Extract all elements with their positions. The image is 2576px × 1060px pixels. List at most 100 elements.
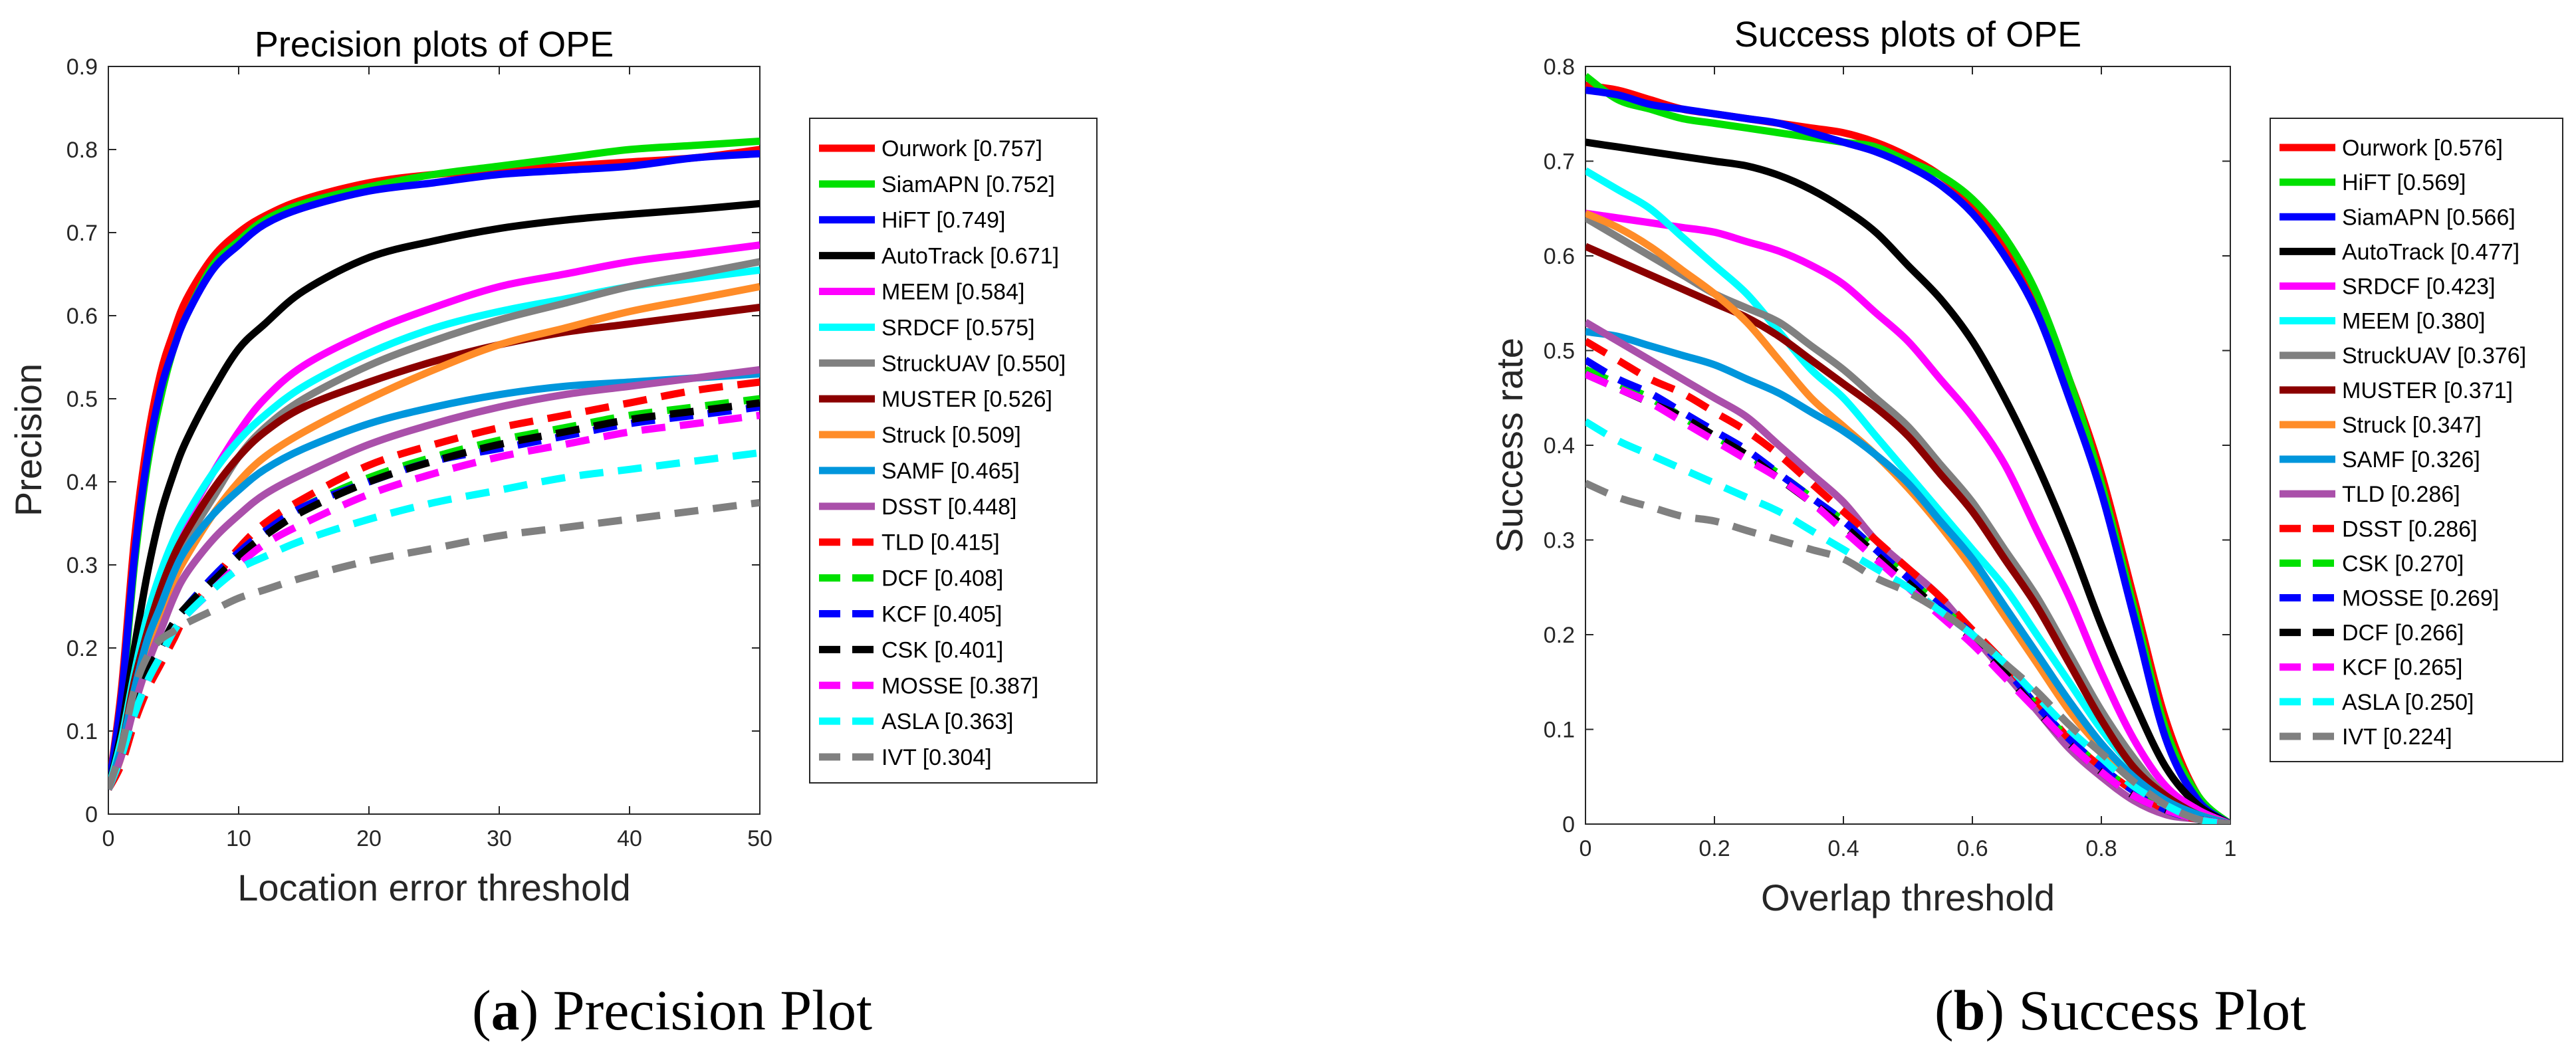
- precision-y-tick-label: 0.2: [66, 636, 98, 661]
- success-series-line: [1585, 86, 2230, 824]
- success-legend-entry: MOSSE [0.269]: [2342, 586, 2499, 611]
- success-legend-entry: CSK [0.270]: [2342, 551, 2464, 576]
- success-x-tick-label: 0.4: [1827, 836, 1859, 861]
- precision-legend-entry: CSK [0.401]: [881, 637, 1003, 663]
- precision-legend-entry: SiamAPN [0.752]: [881, 172, 1055, 197]
- precision-legend-entry: MEEM [0.584]: [881, 280, 1024, 305]
- precision-legend-entry: Ourwork [0.757]: [881, 136, 1042, 161]
- precision-y-tick-label: 0.4: [66, 470, 98, 495]
- success-legend-entry: SRDCF [0.423]: [2342, 274, 2496, 300]
- success-legend-entry: HiFT [0.569]: [2342, 170, 2466, 195]
- success-series-line: [1585, 209, 2230, 824]
- precision-legend-entry: IVT [0.304]: [881, 745, 992, 770]
- precision-legend-entry: HiFT [0.749]: [881, 208, 1005, 233]
- precision-y-tick-label: 0.7: [66, 221, 98, 246]
- precision-x-tick-label: 0: [102, 826, 115, 851]
- precision-series-line: [108, 199, 760, 790]
- caption-b: (b) Success Plot: [1934, 978, 2307, 1042]
- success-legend-entry: SAMF [0.326]: [2342, 447, 2480, 473]
- success-plot-area: [1585, 66, 2231, 825]
- precision-series-line: [108, 411, 760, 791]
- precision-legend-entry: MOSSE [0.387]: [881, 673, 1038, 698]
- caption-a-text: Precision Plot: [552, 978, 872, 1042]
- success-legend-entry: DSST [0.286]: [2342, 516, 2478, 542]
- precision-legend-box: [809, 118, 1098, 784]
- success-series-line: [1585, 243, 2230, 824]
- success-title: Success plots of OPE: [1734, 15, 2081, 54]
- success-x-tick-label: 1: [2224, 836, 2237, 861]
- success-legend-entry: IVT [0.224]: [2342, 724, 2452, 750]
- precision-legend: Ourwork [0.757] SiamAPN [0.752] HiFT [0.74…: [809, 118, 1098, 784]
- success-legend-entry: MUSTER [0.371]: [2342, 378, 2513, 403]
- success-x-tick-label: 0.2: [1698, 836, 1730, 861]
- success-y-tick-label: 0.4: [1544, 433, 1575, 459]
- precision-series-line: [108, 378, 760, 792]
- precision-legend-entry: DSST [0.448]: [881, 494, 1017, 520]
- success-legend-entry: StruckUAV [0.376]: [2342, 344, 2526, 369]
- success-series-line: [1585, 138, 2230, 824]
- precision-series-line: [108, 150, 760, 790]
- precision-y-axis-label: Precision: [7, 364, 49, 516]
- precision-title: Precision plots of OPE: [255, 25, 614, 64]
- success-legend-entry: Ourwork [0.576]: [2342, 136, 2503, 161]
- caption-b-letter: b: [1953, 978, 1986, 1042]
- success-legend-entry: SiamAPN [0.566]: [2342, 205, 2516, 230]
- precision-plot-area: [108, 66, 761, 815]
- success-x-tick-label: 0.8: [2085, 836, 2117, 861]
- success-legend-entry: MEEM [0.380]: [2342, 309, 2485, 334]
- success-legend-entry: ASLA [0.250]: [2342, 690, 2474, 715]
- success-y-tick-label: 0.8: [1544, 54, 1575, 80]
- precision-legend-entry: KCF [0.405]: [881, 602, 1002, 627]
- success-legend: Ourwork [0.576] HiFT [0.569] SiamAPN [0.56…: [2270, 118, 2563, 762]
- precision-x-tick-label: 30: [487, 826, 512, 851]
- success-y-tick-label: 0.3: [1544, 528, 1575, 554]
- precision-legend-entry: ASLA [0.363]: [881, 709, 1014, 734]
- precision-legend-entry: TLD [0.415]: [881, 530, 1000, 556]
- success-y-tick-label: 0.2: [1544, 623, 1575, 648]
- precision-x-tick-label: 20: [356, 826, 382, 851]
- success-curves: [1585, 72, 2230, 824]
- success-y-tick-label: 0.5: [1544, 339, 1575, 364]
- precision-curves: [108, 138, 760, 792]
- success-x-axis-label: Overlap threshold: [1761, 877, 2055, 918]
- success-y-tick-label: 0: [1562, 812, 1575, 837]
- precision-series-line: [108, 370, 760, 791]
- success-legend-entry: DCF [0.266]: [2342, 621, 2464, 646]
- precision-series-line: [108, 449, 760, 791]
- success-x-tick-label: 0.6: [1956, 836, 1988, 861]
- success-y-axis-label: Success rate: [1488, 338, 1530, 553]
- success-x-tick-label: 0: [1580, 836, 1592, 861]
- success-legend-entry: TLD [0.286]: [2342, 482, 2460, 507]
- caption-a-letter: a: [491, 978, 520, 1042]
- precision-legend-entry: DCF [0.408]: [881, 566, 1003, 591]
- precision-legend-entry: MUSTER [0.526]: [881, 387, 1052, 412]
- success-legend-entry: Struck [0.347]: [2342, 413, 2482, 438]
- caption-a: (a) Precision Plot: [472, 978, 872, 1042]
- precision-x-tick-label: 40: [617, 826, 642, 851]
- precision-y-tick-label: 0.9: [66, 54, 98, 80]
- precision-x-tick-label: 10: [226, 826, 251, 851]
- precision-y-tick-label: 0: [85, 802, 98, 827]
- precision-x-tick-label: 50: [747, 826, 772, 851]
- precision-legend-entry: Struck [0.509]: [881, 423, 1021, 448]
- precision-legend-entry: AutoTrack [0.671]: [881, 244, 1059, 269]
- precision-y-tick-label: 0.1: [66, 719, 98, 744]
- precision-y-tick-label: 0.6: [66, 304, 98, 329]
- caption-b-text: Success Plot: [2018, 978, 2307, 1042]
- precision-y-tick-label: 0.5: [66, 387, 98, 412]
- precision-y-tick-label: 0.3: [66, 553, 98, 578]
- precision-legend-entry: SRDCF [0.575]: [881, 315, 1035, 340]
- success-y-tick-label: 0.6: [1544, 244, 1575, 269]
- precision-series-line: [108, 498, 760, 791]
- precision-chart: 0 10 20 30 40 50 0 0.1 0.2 0.3 0.4 0.5 0.6 0.7 0.8 0.9 P…: [7, 25, 1098, 908]
- success-series-line: [1585, 479, 2230, 824]
- precision-y-tick-label: 0.8: [66, 138, 98, 163]
- precision-legend-entry: StruckUAV [0.550]: [881, 351, 1066, 376]
- success-y-tick-label: 0.7: [1544, 150, 1575, 175]
- precision-legend-entry: SAMF [0.465]: [881, 459, 1020, 484]
- success-series-line: [1585, 328, 2230, 824]
- success-y-tick-label: 0.1: [1544, 718, 1575, 743]
- success-chart: 0 0.2 0.4 0.6 0.8 1 0 0.1 0.2 0.3 0.4 0.5 0.6 0.7 0.8 S…: [1488, 15, 2563, 918]
- success-legend-entry: AutoTrack [0.477]: [2342, 239, 2519, 265]
